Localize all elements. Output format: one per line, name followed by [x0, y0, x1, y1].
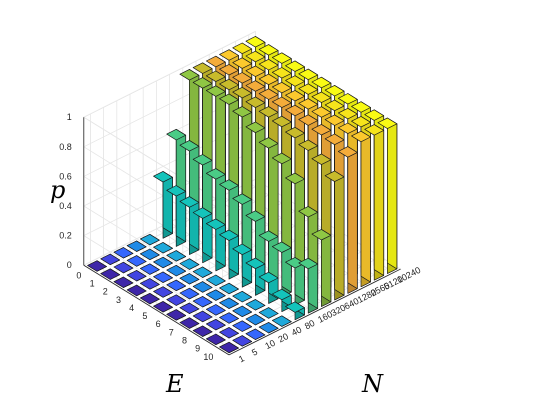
- n-tick-label: 40: [290, 325, 303, 338]
- bar: [87, 260, 107, 272]
- bar: [245, 299, 266, 311]
- bar: [166, 264, 187, 277]
- bar: [232, 335, 253, 347]
- bar: [126, 255, 147, 267]
- bar: [100, 253, 121, 266]
- bar: [100, 268, 121, 280]
- bar: [205, 304, 226, 316]
- bar: [113, 276, 134, 288]
- bar: [258, 271, 279, 304]
- bar: [192, 296, 213, 308]
- n-axis-line: [228, 268, 401, 356]
- bar: [192, 281, 213, 293]
- y-axis-title: E: [165, 370, 184, 398]
- z-tick-label: 0.2: [59, 231, 72, 241]
- bar: [139, 278, 160, 290]
- bar: [192, 310, 213, 323]
- bar: [126, 270, 147, 282]
- bar: [179, 273, 200, 285]
- bar: [219, 341, 239, 354]
- bar: [245, 257, 266, 296]
- bars: [87, 36, 398, 354]
- e-tick-label: 8: [182, 336, 187, 346]
- bar: [219, 327, 239, 339]
- bar: [271, 241, 292, 298]
- bar: [166, 294, 187, 306]
- e-tick-label: 2: [103, 287, 108, 297]
- bar: [153, 242, 173, 254]
- bar: [179, 258, 200, 270]
- z-axis-title: p: [50, 176, 65, 204]
- bar: [166, 250, 187, 262]
- bar: [179, 302, 200, 314]
- bar: [219, 297, 239, 309]
- e-tick-label: 6: [156, 319, 161, 329]
- bar: [166, 279, 187, 292]
- n-tick-label: 20: [277, 331, 290, 344]
- z-tick-label: 0.6: [59, 171, 72, 181]
- bar: [153, 301, 173, 313]
- e-tick-label: 10: [203, 352, 213, 362]
- bar: [126, 240, 147, 252]
- bar: [337, 146, 358, 294]
- n-tick-label: 1: [237, 353, 246, 364]
- bar: [179, 196, 200, 255]
- bar: [232, 290, 253, 303]
- bar: [324, 170, 345, 301]
- bar: [232, 305, 253, 318]
- bar: [113, 247, 134, 259]
- bar: [285, 301, 305, 321]
- bar: [351, 130, 371, 288]
- bar: [139, 263, 160, 275]
- e-tick-label: 3: [116, 295, 121, 305]
- bar: [205, 289, 226, 301]
- bar: [258, 307, 279, 319]
- z-tick-label: 0.8: [59, 142, 72, 152]
- z-tick-label: 0: [67, 260, 72, 270]
- n-tick-label: 80: [303, 318, 316, 331]
- z-tick-label: 0.4: [59, 201, 72, 211]
- bar: [245, 313, 266, 326]
- e-tick-label: 0: [76, 270, 81, 280]
- bar: [205, 318, 226, 331]
- bar: [364, 124, 385, 281]
- bar: [192, 325, 213, 337]
- bar: [179, 287, 200, 300]
- e-tick-label: 1: [90, 278, 95, 288]
- e-axis-line: [83, 264, 230, 356]
- bar: [153, 271, 173, 283]
- bar: [205, 274, 226, 287]
- bar: [219, 312, 239, 324]
- e-tick-label: 9: [195, 344, 200, 354]
- bar: [271, 315, 292, 327]
- n-tick-label: 10: [263, 338, 276, 351]
- bar: [179, 317, 200, 329]
- bar: [153, 286, 173, 298]
- bar: [205, 333, 226, 346]
- e-tick-label: 5: [142, 311, 147, 321]
- n-tick-label: 5: [250, 347, 259, 358]
- bar: [232, 320, 253, 332]
- bar: [192, 266, 213, 278]
- bar: [113, 261, 134, 274]
- bar: [153, 256, 173, 269]
- bar: [311, 229, 332, 307]
- bar: [377, 117, 398, 274]
- e-tick-label: 4: [129, 303, 134, 313]
- bar: [219, 282, 239, 295]
- bar: [298, 257, 319, 314]
- bar: [139, 248, 160, 261]
- bar: [245, 328, 266, 340]
- bar: [219, 229, 239, 280]
- bar: [258, 322, 279, 334]
- bar: [139, 233, 160, 246]
- bar: [139, 292, 160, 305]
- e-tick-label: 7: [169, 327, 174, 337]
- bar: [166, 309, 187, 321]
- x-axis-title: N: [361, 370, 384, 398]
- bar: [126, 284, 147, 297]
- z-tick-label: 1: [67, 112, 72, 122]
